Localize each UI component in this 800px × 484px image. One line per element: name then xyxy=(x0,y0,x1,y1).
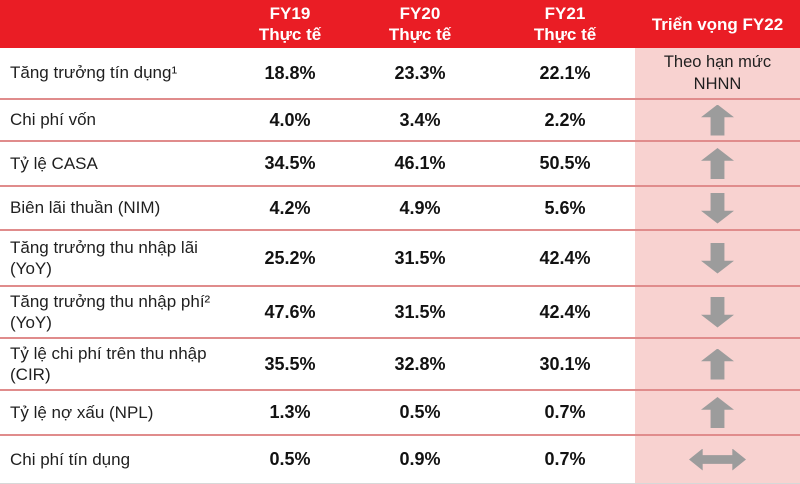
down-arrow-icon xyxy=(701,192,734,224)
outlook-cell xyxy=(635,339,800,389)
fy20-value: 0.9% xyxy=(399,449,441,469)
outlook-text: Theo hạn mức NHNN xyxy=(663,52,772,93)
fy19-value: 1.3% xyxy=(269,402,311,422)
outlook-cell xyxy=(635,391,800,434)
table-row: Tỷ lệ nợ xấu (NPL) 1.3% 0.5% 0.7% xyxy=(0,391,800,436)
header-metric-column xyxy=(0,0,235,48)
down-arrow-icon xyxy=(701,296,734,328)
metric-label: Tỷ lệ chi phí trên thu nhập (CIR) xyxy=(10,343,207,384)
header-fy19-year: FY19 xyxy=(269,4,311,23)
fy20-value: 23.3% xyxy=(394,62,446,83)
up-arrow-icon xyxy=(701,104,734,136)
fy21-value: 42.4% xyxy=(539,301,591,322)
table-row: Chi phí tín dụng 0.5% 0.9% 0.7% xyxy=(0,436,800,484)
metric-label: Tỷ lệ CASA xyxy=(10,153,98,173)
header-fy22-label: Triển vọng FY22 xyxy=(651,14,784,34)
outlook-cell xyxy=(635,187,800,229)
fy21-value: 42.4% xyxy=(539,247,591,268)
metric-label: Biên lãi thuần (NIM) xyxy=(10,198,161,218)
fy20-value: 32.8% xyxy=(394,353,446,374)
fy21-value: 0.7% xyxy=(544,449,586,469)
outlook-cell xyxy=(635,100,800,140)
fy19-value: 18.8% xyxy=(264,62,316,83)
fy21-value: 50.5% xyxy=(539,153,591,173)
fy20-value: 31.5% xyxy=(394,247,446,268)
header-fy19: FY19 Thực tế xyxy=(235,0,345,48)
outlook-cell xyxy=(635,436,800,483)
fy21-value: 5.6% xyxy=(544,197,586,218)
fy19-value: 34.5% xyxy=(264,153,316,173)
header-fy20: FY20 Thực tế xyxy=(345,0,495,48)
table-row: Biên lãi thuần (NIM) 4.2% 4.9% 5.6% xyxy=(0,187,800,231)
header-fy20-year: FY20 xyxy=(399,4,441,23)
fy21-value: 2.2% xyxy=(544,109,586,130)
header-fy21-sub: Thực tế xyxy=(533,25,597,44)
fy21-value: 0.7% xyxy=(544,402,586,422)
up-arrow-icon xyxy=(701,348,734,380)
fy20-value: 46.1% xyxy=(394,153,446,173)
up-arrow-icon xyxy=(701,148,734,179)
fy19-value: 4.0% xyxy=(269,109,311,130)
down-arrow-icon xyxy=(701,242,734,274)
table-row: Tăng trưởng tín dụng¹ 18.8% 23.3% 22.1% … xyxy=(0,48,800,100)
table-row: Tăng trưởng thu nhập phí² (YoY) 47.6% 31… xyxy=(0,287,800,339)
outlook-cell xyxy=(635,231,800,285)
outlook-cell xyxy=(635,142,800,185)
fy20-value: 4.9% xyxy=(399,197,441,218)
header-fy21-year: FY21 xyxy=(544,4,586,23)
fy19-value: 4.2% xyxy=(269,197,311,218)
metric-label: Tăng trưởng thu nhập phí² (YoY) xyxy=(10,291,211,332)
up-arrow-icon xyxy=(701,397,734,428)
header-fy21: FY21 Thực tế xyxy=(495,0,635,48)
fy21-value: 22.1% xyxy=(539,62,591,83)
left-right-arrow-icon xyxy=(689,448,746,471)
fy19-value: 25.2% xyxy=(264,247,316,268)
header-fy22-outlook: Triển vọng FY22 xyxy=(635,0,800,48)
table-row: Tỷ lệ chi phí trên thu nhập (CIR) 35.5% … xyxy=(0,339,800,391)
outlook-cell xyxy=(635,287,800,337)
metric-label: Tăng trưởng tín dụng¹ xyxy=(10,63,178,83)
fy19-value: 47.6% xyxy=(264,301,316,322)
table-row: Tăng trưởng thu nhập lãi (YoY) 25.2% 31.… xyxy=(0,231,800,287)
metric-label: Chi phí vốn xyxy=(10,110,96,130)
header-fy20-sub: Thực tế xyxy=(388,25,452,44)
metric-label: Chi phí tín dụng xyxy=(10,449,131,469)
metric-label: Tỷ lệ nợ xấu (NPL) xyxy=(10,402,154,422)
fy20-value: 31.5% xyxy=(394,301,446,322)
fy21-value: 30.1% xyxy=(539,353,591,374)
table-header-row: FY19 Thực tế FY20 Thực tế FY21 Thực tế T… xyxy=(0,0,800,48)
fy19-value: 35.5% xyxy=(264,353,316,374)
metric-label: Tăng trưởng thu nhập lãi (YoY) xyxy=(10,237,198,278)
fy20-value: 3.4% xyxy=(399,109,441,130)
table-row: Chi phí vốn 4.0% 3.4% 2.2% xyxy=(0,100,800,142)
outlook-cell: Theo hạn mức NHNN xyxy=(635,48,800,98)
fy19-value: 0.5% xyxy=(269,449,311,469)
fy20-value: 0.5% xyxy=(399,402,441,422)
table-row: Tỷ lệ CASA 34.5% 46.1% 50.5% xyxy=(0,142,800,187)
header-fy19-sub: Thực tế xyxy=(258,25,322,44)
